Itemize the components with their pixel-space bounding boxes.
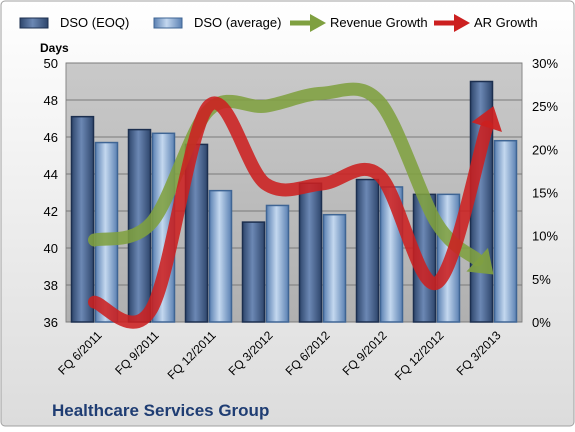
y2-axis-ticks: 0% 5% 10% 15% 20% 25% 30% <box>532 56 558 330</box>
y-tick-label: 40 <box>44 241 58 256</box>
legend-swatch <box>153 17 183 29</box>
y-tick-label: 42 <box>44 204 58 219</box>
y-tick-label: 38 <box>44 278 58 293</box>
chart-title: Healthcare Services Group <box>52 401 269 420</box>
legend-label: DSO (average) <box>194 15 281 30</box>
y-axis-label: Days <box>40 41 69 55</box>
legend-label: AR Growth <box>474 15 538 30</box>
y2-tick-label: 20% <box>532 142 558 157</box>
bar <box>208 189 233 323</box>
y-tick-label: 46 <box>44 130 58 145</box>
y2-tick-label: 25% <box>532 99 558 114</box>
y2-tick-label: 15% <box>532 186 558 201</box>
series-line <box>88 96 494 329</box>
y2-tick-label: 30% <box>532 56 558 71</box>
y2-tick-label: 10% <box>532 229 558 244</box>
series-arrowhead <box>471 106 502 133</box>
legend-label: Revenue Growth <box>330 15 428 30</box>
bar <box>298 182 323 323</box>
series-line <box>88 82 484 267</box>
y-tick-label: 50 <box>44 56 58 71</box>
legend-label: DSO (EOQ) <box>60 15 129 30</box>
bar <box>70 115 95 323</box>
line-series <box>88 82 502 329</box>
legend-swatch <box>19 17 49 29</box>
y2-tick-label: 0% <box>532 315 551 330</box>
y-tick-label: 36 <box>44 315 58 330</box>
bar <box>241 221 266 323</box>
series-arrowhead <box>466 247 494 275</box>
bar <box>493 139 518 323</box>
legend: DSO (EOQ) DSO (average) Revenue Growth AR G… <box>19 14 538 32</box>
y-tick-label: 44 <box>44 167 58 182</box>
y-tick-label: 48 <box>44 93 58 108</box>
legend-arrowhead <box>310 14 326 32</box>
legend-arrowhead <box>454 14 470 32</box>
y2-tick-label: 5% <box>532 272 551 287</box>
bar <box>265 204 290 323</box>
y-axis-ticks: 36 38 40 42 44 46 48 50 <box>44 56 58 330</box>
bar <box>355 178 380 323</box>
bar <box>322 213 347 323</box>
